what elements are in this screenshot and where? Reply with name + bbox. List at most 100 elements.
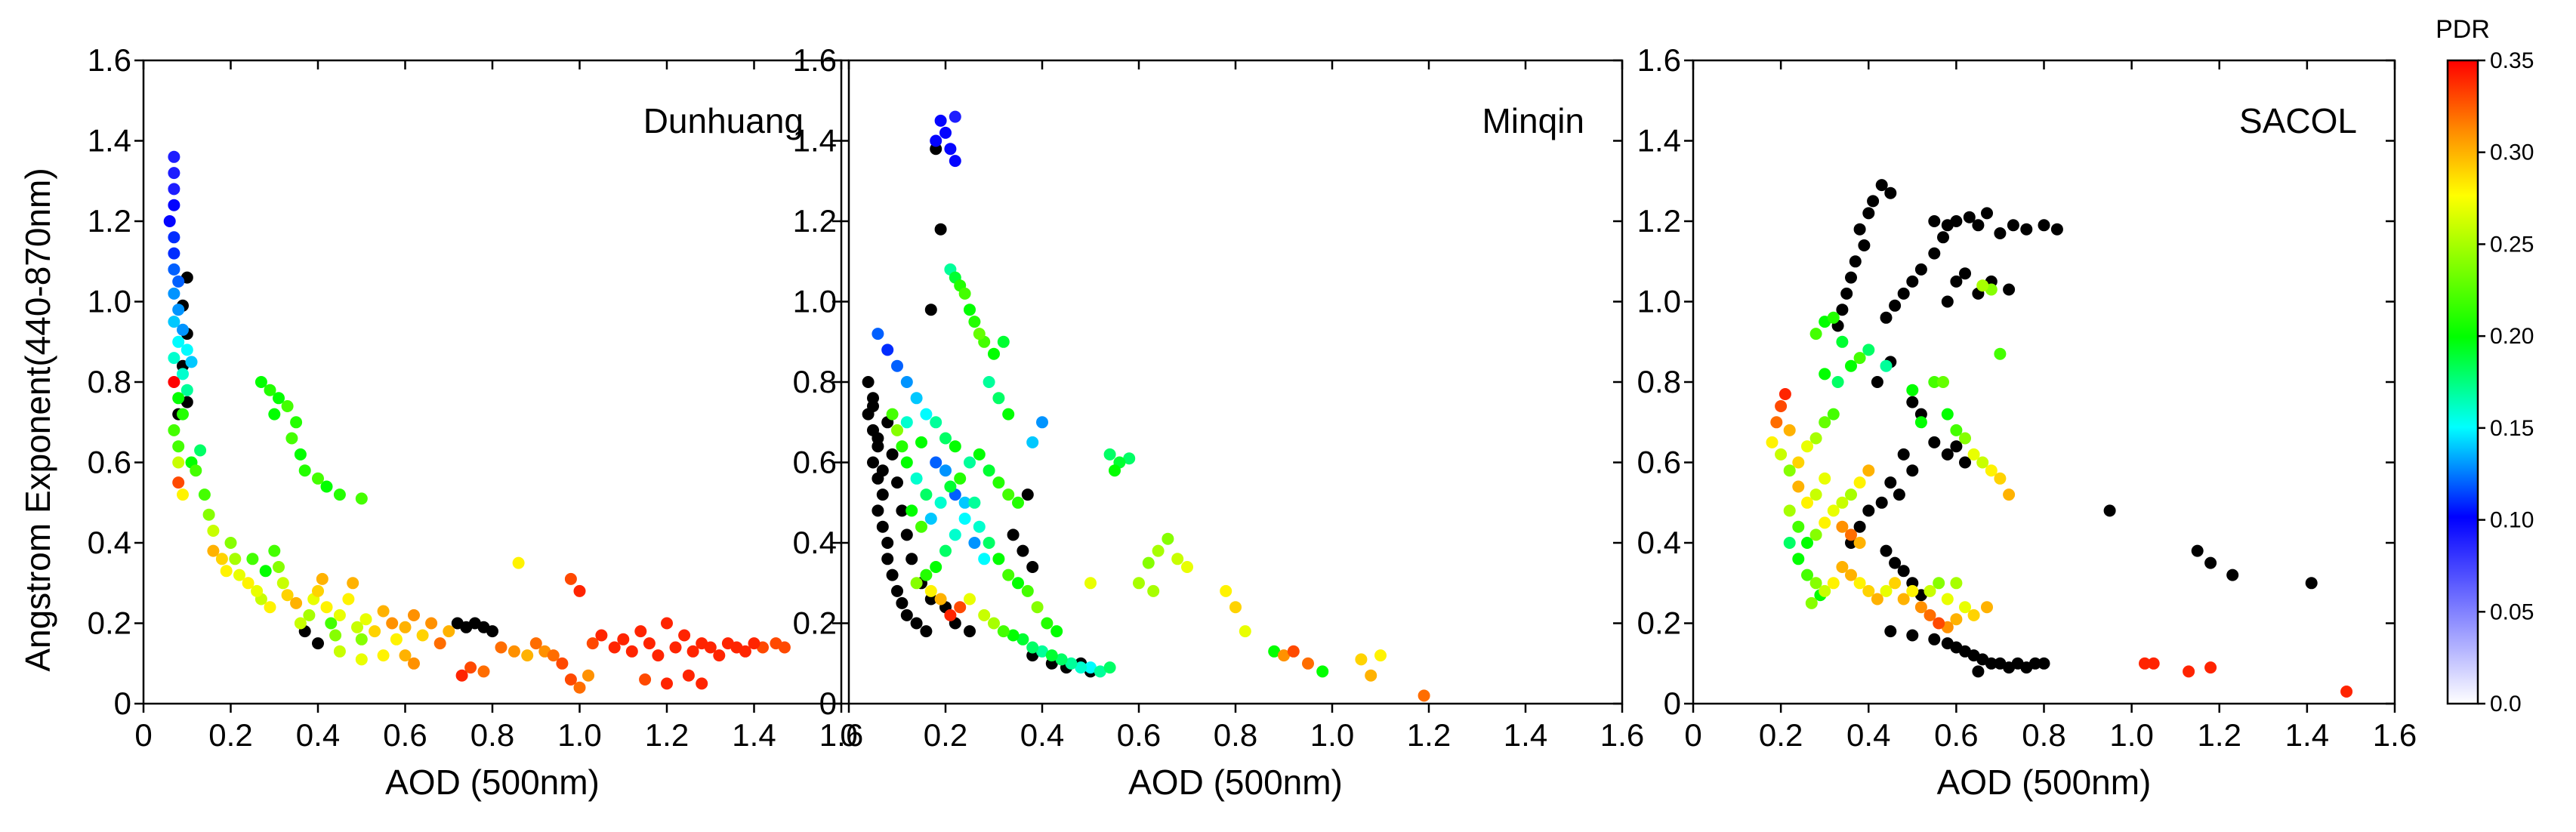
data-point (185, 356, 198, 368)
data-point (172, 392, 185, 405)
data-point (1853, 577, 1866, 590)
data-point (1994, 347, 2007, 360)
data-point (190, 464, 202, 477)
data-point (177, 488, 189, 501)
y-tick-label: 0.2 (1637, 606, 1681, 641)
data-point (1801, 440, 1813, 453)
data-point (325, 617, 338, 630)
data-point (988, 347, 1000, 360)
data-point (276, 577, 289, 590)
data-point (1853, 352, 1866, 365)
data-point (1147, 584, 1160, 597)
data-point (1002, 488, 1015, 501)
data-point (867, 456, 879, 469)
data-point (1792, 553, 1805, 565)
data-point (900, 456, 913, 469)
data-point (992, 392, 1005, 405)
data-point (934, 114, 947, 127)
data-point (2147, 657, 2160, 670)
data-point (177, 408, 189, 421)
data-point (1950, 275, 1963, 288)
x-axis-title: AOD (500nm) (1128, 763, 1343, 802)
data-point (1862, 504, 1875, 517)
data-point (1836, 304, 1849, 316)
data-point (224, 537, 237, 549)
y-tick-label: 0.6 (88, 445, 131, 480)
data-point (486, 625, 498, 638)
data-point (1950, 577, 1963, 590)
x-tick-label: 0 (134, 717, 152, 753)
data-point (886, 569, 899, 581)
data-point (294, 617, 307, 630)
y-tick-label: 0.2 (793, 606, 837, 641)
data-point (920, 408, 933, 421)
x-tick-label: 0.6 (383, 717, 427, 753)
data-point (198, 488, 211, 501)
data-point (1801, 537, 1813, 549)
data-point (1941, 593, 1954, 606)
data-point (215, 553, 228, 565)
data-point (896, 596, 909, 609)
data-point (1801, 496, 1813, 509)
data-point (180, 344, 193, 356)
data-point (177, 368, 189, 381)
data-point (1845, 488, 1857, 501)
data-point (1845, 271, 1857, 284)
data-point (930, 561, 942, 573)
data-point (168, 263, 180, 276)
data-point (1889, 577, 1902, 590)
data-point (268, 544, 281, 557)
x-tick-label: 0.4 (1020, 717, 1064, 753)
data-point (872, 504, 884, 517)
data-point (939, 432, 952, 445)
data-point (220, 565, 233, 578)
data-point (377, 649, 390, 662)
data-point (1026, 561, 1039, 573)
data-point (168, 231, 180, 244)
data-point (1021, 488, 1034, 501)
data-point (1985, 657, 1998, 670)
data-point (1849, 255, 1862, 268)
data-point (876, 488, 889, 501)
data-point (1967, 609, 1980, 621)
data-point (168, 287, 180, 300)
data-point (713, 649, 726, 662)
data-point (968, 316, 981, 328)
data-point (1827, 577, 1840, 590)
data-point (1928, 436, 1941, 448)
y-tick-label: 1.2 (793, 203, 837, 239)
data-point (1316, 665, 1329, 678)
data-point (939, 544, 952, 557)
data-point (964, 593, 976, 606)
data-point (1994, 472, 2007, 485)
data-point (1831, 376, 1844, 388)
data-point (1103, 448, 1116, 461)
data-point (900, 376, 913, 388)
data-point (1871, 593, 1883, 606)
data-point (2003, 283, 2016, 296)
x-tick-label: 1.2 (1407, 717, 1451, 753)
data-point (207, 525, 220, 537)
y-tick-label: 1.0 (88, 284, 131, 319)
data-point (1836, 520, 1849, 533)
scatter-points (862, 110, 1430, 702)
data-point (652, 649, 665, 662)
panel-sacol: 0 0.2 0.4 0.6 0.8 1.0 1.2 1.4 1.6 0 0.2 0.4 0.6 0.8 1.… (1637, 42, 2417, 802)
data-point (1845, 569, 1857, 581)
data-point (978, 609, 991, 621)
data-point (1775, 400, 1788, 412)
data-point (704, 641, 717, 654)
data-point (1867, 195, 1880, 208)
data-point (2038, 219, 2050, 232)
data-point (881, 344, 894, 356)
colorbar-tick-label: 0.20 (2490, 324, 2534, 349)
data-point (1950, 613, 1963, 626)
data-point (1103, 661, 1116, 674)
data-point (910, 472, 923, 485)
data-point (1897, 287, 1910, 300)
data-point (529, 637, 542, 650)
data-point (1809, 488, 1822, 501)
data-point (1845, 528, 1857, 541)
data-point (1858, 239, 1871, 251)
data-point (172, 456, 185, 469)
